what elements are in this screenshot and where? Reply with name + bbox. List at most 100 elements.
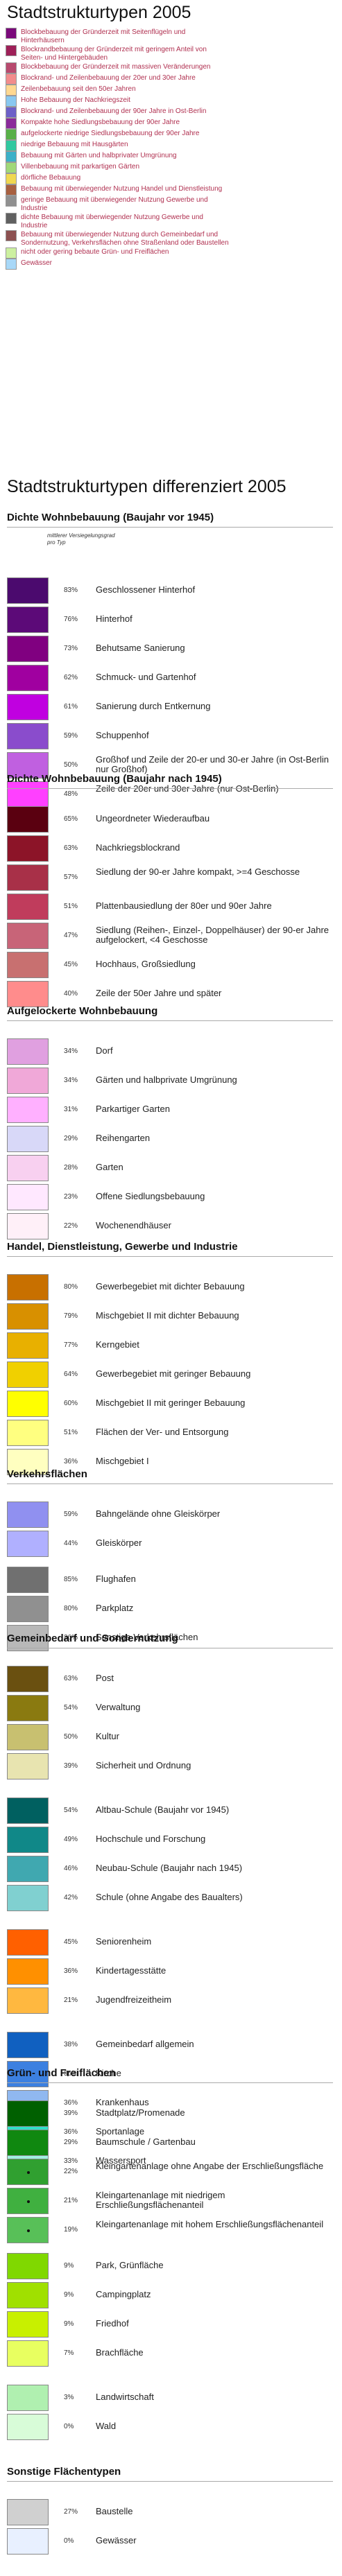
legend-label: Krankenhaus: [96, 2097, 149, 2107]
overview-legend-item: Blockrand- und Zeilenbebauung der 90er J…: [6, 107, 332, 118]
legend-swatch: [7, 2130, 49, 2156]
legend-label: Mischgebiet II mit geringer Bebauung: [96, 1398, 246, 1408]
legend-label: aufgelockerte niedrige Siedlungsbebauung…: [21, 130, 200, 137]
sealing-percentage: 19%: [64, 2226, 78, 2234]
legend-label: Hochhaus, Großsiedlung: [96, 959, 196, 969]
overview-legend-item: Hohe Bebauung der Nachkriegszeit: [6, 96, 332, 107]
legend-swatch: [7, 2528, 49, 2555]
section-heading: Gemeinbedarf und Sondernutzung: [7, 1633, 178, 1644]
legend-label: Campingplatz: [96, 2289, 151, 2299]
sealing-percentage: 36%: [64, 2070, 78, 2078]
legend-label: Großhof und Zeile der 20-er und 30-er Ja…: [96, 754, 329, 774]
legend-section: Dichte Wohnbebauung (Baujahr vor 1945) mi…: [7, 512, 333, 808]
legend-swatch: [6, 118, 17, 129]
sealing-percentage: 45%: [64, 1938, 78, 1946]
legend-row: 46% Neubau-Schule (Baujahr nach 1945): [7, 1856, 333, 1883]
legend-label: Gemeinbedarf allgemein: [96, 2039, 194, 2049]
legend-row: 77% Kerngebiet: [7, 1332, 333, 1360]
legend-row: 60% Mischgebiet II mit geringer Bebauung: [7, 1391, 333, 1418]
legend-row: 22% Wochenendhäuser: [7, 1213, 333, 1241]
legend-label: Jugendfreizeitheim: [96, 1994, 172, 2005]
legend-swatch: [7, 1097, 49, 1123]
legend-row: 40% Zeile der 50er Jahre und später: [7, 981, 333, 1009]
legend-label: Gewässer: [21, 259, 53, 267]
legend-label: Brachfläche: [96, 2347, 144, 2358]
section-heading: Grün- und Freiflächen: [7, 2067, 116, 2079]
legend-label: Verwaltung: [96, 1702, 141, 1712]
legend-swatch: [7, 1420, 49, 1446]
legend-label: Geschlossener Hinterhof: [96, 584, 196, 595]
legend-swatch: [7, 1596, 49, 1622]
legend-label: Blockrand- und Zeilenbebauung der 20er u…: [21, 74, 196, 82]
legend-swatch: [7, 665, 49, 691]
sealing-percentage: 45%: [64, 961, 78, 968]
sealing-percentage: 33%: [64, 2157, 78, 2165]
legend-row: 63% Post: [7, 1666, 333, 1694]
legend-row: 73% Behutsame Sanierung: [7, 636, 333, 663]
sealing-percentage: 29%: [64, 2139, 78, 2146]
legend-label: nicht oder gering bebaute Grün- und Frei…: [21, 248, 169, 256]
sealing-percentage: 50%: [64, 761, 78, 769]
legend-label: Kompakte hohe Siedlungsbebauung der 90er…: [21, 119, 180, 126]
legend-swatch: [7, 2253, 49, 2279]
map-title-overview: Stadtstrukturtypen 2005: [7, 3, 191, 22]
sealing-percentage: 51%: [64, 1429, 78, 1436]
legend-row: 61% Sanierung durch Entkernung: [7, 694, 333, 722]
legend-row: 42% Schule (ohne Angabe des Baualters): [7, 1885, 333, 1913]
legend-swatch: [7, 1958, 49, 1985]
section-divider: [7, 2082, 333, 2083]
sealing-percentage: 61%: [64, 703, 78, 711]
legend-row: 36% Kindertagesstätte: [7, 1958, 333, 1986]
overview-legend: Blockbebauung der Gründerzeit mit Seiten…: [6, 28, 332, 270]
legend-label: Gewerbegebiet mit dichter Bebauung: [96, 1281, 245, 1291]
sealing-percentage: 29%: [64, 1135, 78, 1142]
sealing-percentage: 9%: [64, 2262, 74, 2270]
sealing-percentage: 7%: [64, 2349, 74, 2357]
legend-label: dichte Bebauung mit überwiegender Nutzun…: [21, 214, 203, 229]
sealing-percentage: 80%: [64, 1283, 78, 1291]
overview-legend-item: niedrige Bebauung mit Hausgärten: [6, 140, 332, 151]
legend-row: 39% Stadtplatz/Promenade: [7, 2100, 333, 2128]
sealing-percentage: 38%: [64, 2041, 78, 2048]
legend-row: 44% Gleiskörper: [7, 1531, 333, 1558]
legend-label: Plattenbausiedlung der 80er und 90er Jah…: [96, 900, 272, 911]
overview-legend-item: nicht oder gering bebaute Grün- und Frei…: [6, 247, 332, 259]
legend-label: geringe Bebauung mit überwiegender Nutzu…: [21, 196, 208, 212]
legend-swatch: [7, 806, 49, 833]
legend-swatch: [7, 2414, 49, 2440]
sealing-percentage: 65%: [64, 815, 78, 823]
overview-legend-item: Blockbebauung der Gründerzeit mit Seiten…: [6, 28, 332, 45]
legend-label: Zeile der 50er Jahre und später: [96, 988, 222, 998]
sealing-percentage: 49%: [64, 1836, 78, 1843]
sealing-percentage: 0%: [64, 2537, 74, 2545]
sealing-percentage: 83%: [64, 586, 78, 594]
legend-row: 59% Bahngelände ohne Gleiskörper: [7, 1502, 333, 1529]
legend-label: Kultur: [96, 1731, 119, 1741]
legend-swatch: [7, 981, 49, 1007]
legend-row: 19% Kleingartenanlage mit hohem Erschließ…: [7, 2217, 333, 2245]
legend-label: niedrige Bebauung mit Hausgärten: [21, 141, 128, 148]
overview-legend-item: aufgelockerte niedrige Siedlungsbebauung…: [6, 129, 332, 140]
legend-label: Flughafen: [96, 1574, 136, 1584]
legend-label: Kerngebiet: [96, 1339, 139, 1350]
legend-section: Aufgelockerte Wohnbebauung 34% Dorf 34% Gärt…: [7, 1005, 333, 1239]
legend-swatch: [7, 694, 49, 720]
section-divider: [7, 527, 333, 528]
legend-label: Wassersport: [96, 2155, 146, 2166]
sealing-percentage: 3%: [64, 2394, 74, 2401]
legend-label: Kleingartenanlage mit niedrigem Erschlie…: [96, 2190, 225, 2210]
overview-legend-item: Blockbebauung der Gründerzeit mit massiv…: [6, 62, 332, 73]
section-heading: Aufgelockerte Wohnbebauung: [7, 1005, 158, 1017]
section-heading: Handel, Dienstleistung, Gewerbe und Indu…: [7, 1241, 238, 1253]
legend-swatch: [7, 952, 49, 978]
legend-label: Gärten und halbprivate Umgrünung: [96, 1074, 237, 1085]
sealing-percentage: 36%: [64, 1634, 78, 1642]
sealing-percentage: 51%: [64, 903, 78, 910]
sealing-percentage: 9%: [64, 2320, 74, 2328]
sealing-percentage: 22%: [64, 1222, 78, 1230]
legend-row: 29% Reihengarten: [7, 1126, 333, 1154]
legend-row: 0% Gewässer: [7, 2528, 333, 2556]
legend-label: Neubau-Schule (Baujahr nach 1945): [96, 1863, 243, 1873]
overview-legend-item: dörfliche Bebauung: [6, 173, 332, 184]
legend-row: 48% Zeile der 20er und 30er Jahre (nur Os…: [7, 781, 333, 809]
